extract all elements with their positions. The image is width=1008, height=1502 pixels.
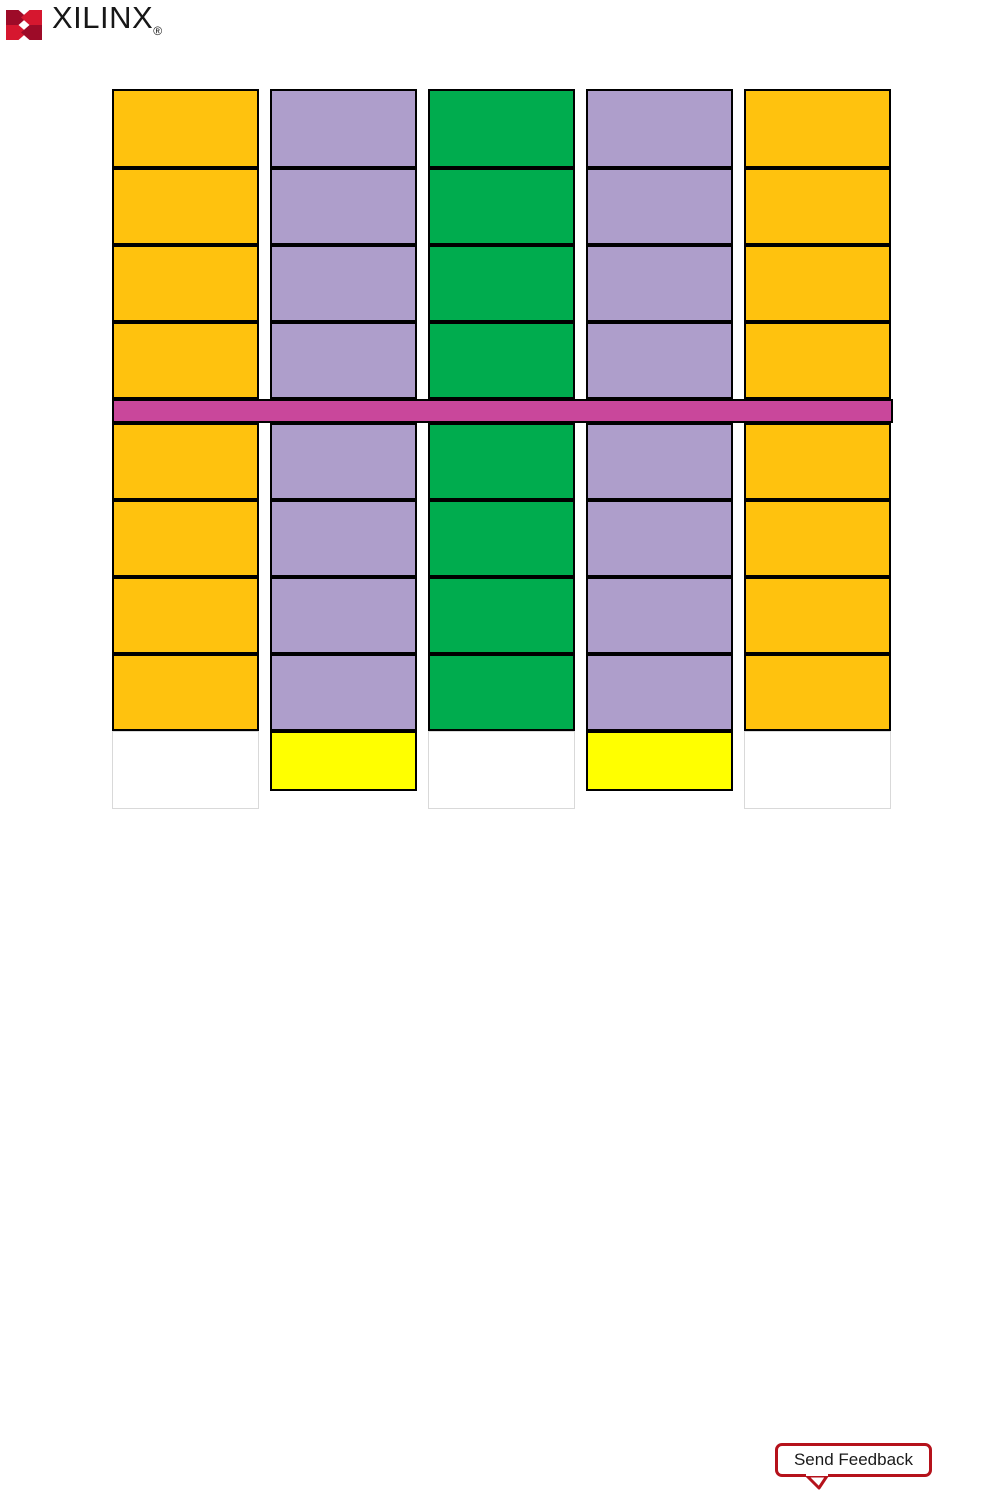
table-cell (744, 731, 891, 809)
table-cell (428, 423, 575, 500)
table-cell (112, 577, 259, 654)
speech-bubble-tail-icon (805, 1472, 829, 1490)
page-header: XILINX® (0, 0, 1008, 52)
table-row-footer (112, 731, 893, 809)
table-cell (428, 245, 575, 322)
table-cell (112, 168, 259, 245)
table-cell (428, 89, 575, 168)
table-cell (428, 577, 575, 654)
table-row (112, 322, 893, 399)
table-cell (428, 654, 575, 731)
table-cell (586, 322, 733, 399)
table-cell (744, 500, 891, 577)
table-cell (586, 168, 733, 245)
table-row (112, 423, 893, 500)
table-cell (744, 168, 891, 245)
table-separator-strip (112, 399, 893, 423)
registered-trademark-symbol: ® (153, 24, 163, 39)
table-cell (428, 500, 575, 577)
color-block-table (112, 89, 893, 809)
table-cell (586, 577, 733, 654)
table-cell (270, 89, 417, 168)
xilinx-logo-mark-icon (6, 10, 42, 40)
table-cell (744, 322, 891, 399)
table-cell (112, 500, 259, 577)
xilinx-wordmark-text: XILINX (52, 0, 154, 36)
table-cell (112, 89, 259, 168)
table-cell (586, 654, 733, 731)
xilinx-logo: XILINX® (6, 2, 162, 42)
table-row (112, 89, 893, 168)
table-cell (112, 245, 259, 322)
table-cell (586, 731, 733, 791)
table-cell (586, 245, 733, 322)
table-cell (112, 654, 259, 731)
table-cell (428, 322, 575, 399)
send-feedback-label: Send Feedback (793, 1450, 914, 1469)
table-row (112, 168, 893, 245)
table-cell (270, 731, 417, 791)
table-cell (270, 654, 417, 731)
table-row (112, 654, 893, 731)
xilinx-wordmark: XILINX® (52, 0, 163, 46)
table-cell (270, 423, 417, 500)
table-cell (586, 89, 733, 168)
table-cell (428, 731, 575, 809)
table-cell (270, 245, 417, 322)
table-cell (270, 500, 417, 577)
table-cell (112, 322, 259, 399)
table-cell (586, 500, 733, 577)
table-cell (270, 168, 417, 245)
table-cell (270, 577, 417, 654)
table-cell (112, 731, 259, 809)
table-cell (744, 245, 891, 322)
table-cell (112, 423, 259, 500)
table-cell (428, 168, 575, 245)
table-row (112, 245, 893, 322)
table-cell (270, 322, 417, 399)
table-cell (744, 423, 891, 500)
table-row (112, 500, 893, 577)
table-cell (744, 89, 891, 168)
send-feedback-button[interactable]: Send Feedback (775, 1443, 932, 1490)
table-cell (586, 423, 733, 500)
table-cell (744, 577, 891, 654)
table-cell (744, 654, 891, 731)
table-row (112, 577, 893, 654)
